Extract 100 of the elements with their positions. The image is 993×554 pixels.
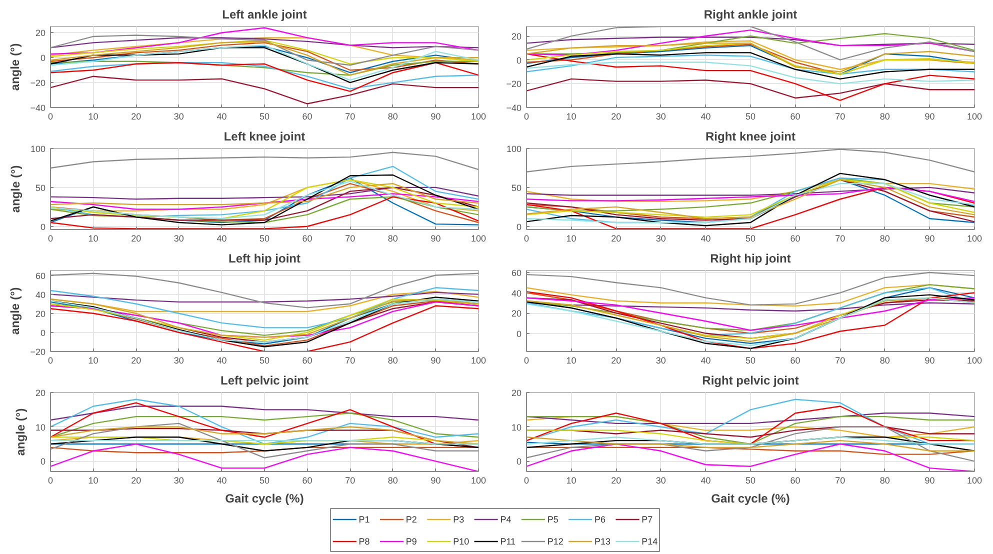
line-series: [50, 426, 478, 445]
line-series: [526, 416, 974, 445]
x-tick-label: 90: [430, 356, 441, 366]
x-tick-label: 90: [924, 112, 935, 122]
x-tick-label: 70: [345, 112, 356, 122]
line-series: [526, 78, 974, 99]
x-tick-label: 80: [880, 356, 890, 366]
x-tick-label: 20: [611, 476, 622, 486]
x-tick-label: 70: [835, 356, 846, 366]
y-tick-label: 0: [516, 222, 522, 232]
x-tick-label: 60: [302, 476, 312, 486]
x-tick-label: 20: [131, 476, 142, 486]
x-tick-label: 30: [174, 356, 184, 366]
x-tick-label: 30: [656, 356, 666, 366]
x-tick-label: 80: [880, 234, 890, 244]
x-tick-label: 40: [216, 476, 227, 486]
x-tick-label: 0: [524, 112, 530, 122]
x-tick-label: 70: [345, 234, 356, 244]
x-tick-label: 10: [88, 112, 98, 122]
x-tick-label: 10: [566, 112, 576, 122]
x-tick-label: 0: [524, 476, 530, 486]
legend-label: P11: [500, 536, 516, 546]
x-tick-label: 10: [88, 356, 98, 366]
line-series: [526, 53, 974, 101]
x-tick-label: 90: [924, 234, 935, 244]
legend-label: P3: [453, 514, 464, 524]
chart-title: Left hip joint: [228, 252, 300, 266]
line-series: [526, 186, 974, 196]
x-tick-label: 100: [470, 234, 486, 244]
x-tick-label: 50: [259, 234, 270, 244]
line-series: [50, 40, 478, 64]
x-tick-label: 60: [302, 112, 312, 122]
y-axis-title: angle (°): [8, 43, 22, 91]
x-tick-label: 0: [48, 112, 54, 122]
legend-label: P6: [594, 514, 606, 524]
line-series: [526, 54, 974, 75]
x-tick-label: 60: [790, 356, 800, 366]
line-series: [50, 186, 478, 200]
x-tick-label: 80: [388, 476, 398, 486]
x-tick-label: 20: [611, 112, 622, 122]
x-tick-label: 0: [48, 356, 54, 366]
y-tick-label: −40: [30, 103, 46, 113]
line-series: [50, 27, 478, 55]
line-series: [526, 412, 974, 424]
x-tick-label: 20: [611, 356, 622, 366]
y-tick-label: 20: [35, 308, 46, 319]
x-tick-label: 90: [430, 112, 441, 122]
y-tick-label: 40: [35, 290, 46, 300]
x-tick-label: 40: [700, 112, 711, 122]
x-tick-label: 90: [430, 234, 441, 244]
legend-label: P14: [642, 536, 658, 546]
x-tick-label: 100: [966, 356, 982, 366]
y-tick-label: −40: [506, 103, 522, 113]
y-tick-label: 20: [35, 28, 46, 38]
chart-title: Left pelvic joint: [220, 374, 309, 388]
x-tick-label: 40: [700, 356, 711, 366]
x-tick-label: 60: [790, 112, 800, 122]
x-tick-label: 100: [966, 234, 982, 244]
x-tick-label: 60: [790, 476, 800, 486]
legend-label: P2: [406, 514, 417, 524]
legend-label: P8: [358, 536, 370, 546]
x-tick-label: 70: [835, 476, 846, 486]
legend-label: P12: [547, 536, 564, 546]
legend-label: P1: [358, 514, 370, 524]
line-series: [50, 193, 478, 210]
x-tick-label: 100: [470, 476, 486, 486]
x-tick-label: 10: [88, 476, 98, 486]
x-tick-label: 0: [524, 234, 530, 244]
x-tick-label: 10: [566, 234, 576, 244]
line-series: [50, 40, 478, 76]
y-tick-label: 0: [40, 222, 46, 232]
chart-title: Right hip joint: [710, 252, 791, 266]
y-tick-label: 0: [40, 53, 46, 64]
x-tick-label: 70: [345, 476, 356, 486]
chart-title: Right knee joint: [706, 130, 796, 144]
y-tick-label: 10: [35, 422, 46, 432]
line-series: [526, 186, 974, 202]
line-series: [50, 287, 478, 328]
x-tick-label: 40: [216, 112, 227, 122]
x-tick-label: 100: [966, 476, 982, 486]
x-axis-title: Gait cycle (%): [711, 492, 790, 506]
x-tick-label: 70: [345, 356, 356, 366]
y-tick-label: 20: [35, 388, 46, 398]
x-tick-label: 70: [835, 112, 846, 122]
x-tick-label: 60: [302, 356, 312, 366]
y-axis-title: angle (°): [13, 408, 28, 456]
x-tick-label: 40: [700, 476, 711, 486]
x-tick-label: 50: [259, 356, 270, 366]
chart-title: Left ankle joint: [222, 8, 307, 22]
legend-label: P5: [547, 514, 558, 524]
x-tick-label: 50: [745, 356, 756, 366]
x-tick-label: 30: [656, 112, 666, 122]
y-tick-label: −20: [30, 347, 46, 357]
x-tick-label: 30: [656, 234, 666, 244]
y-tick-label: 40: [511, 288, 522, 298]
y-tick-label: 0: [516, 55, 522, 66]
y-tick-label: 20: [511, 32, 522, 42]
x-tick-label: 50: [259, 476, 270, 486]
x-tick-label: 40: [700, 234, 711, 244]
y-axis-title: angle (°): [8, 165, 22, 213]
